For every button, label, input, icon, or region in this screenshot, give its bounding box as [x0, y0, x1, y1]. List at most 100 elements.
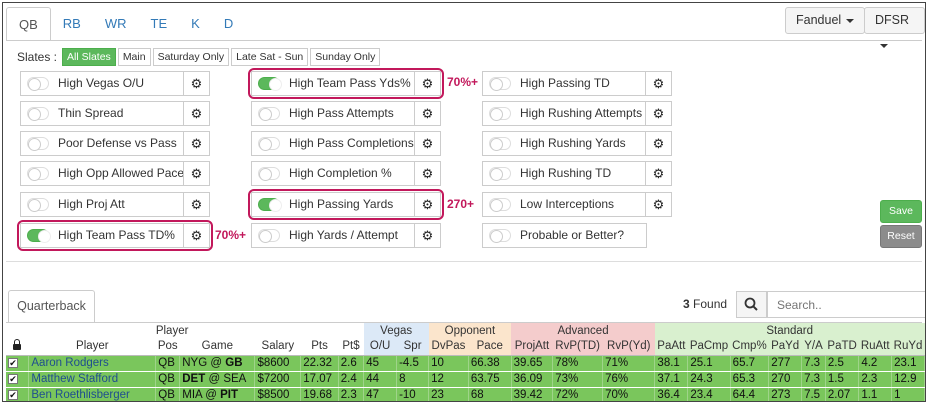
- slate-main-button[interactable]: Main: [117, 47, 151, 66]
- gear-icon[interactable]: ⚙: [183, 102, 209, 125]
- col-cmp-pct[interactable]: Cmp%: [730, 339, 769, 356]
- toggle-switch[interactable]: [258, 167, 280, 181]
- player-name-link[interactable]: Matthew Stafford: [28, 371, 157, 388]
- slate-saturday-button[interactable]: Saturday Only: [152, 47, 230, 66]
- col-projatt[interactable]: ProjAtt: [511, 339, 553, 356]
- toggle-switch[interactable]: [27, 137, 49, 151]
- gear-icon[interactable]: ⚙: [183, 72, 209, 95]
- col-ya[interactable]: Y/A: [801, 339, 826, 356]
- table-row: ✔ Matthew Stafford QB DET @ SEA $7200 17…: [6, 371, 925, 388]
- player-name-link[interactable]: Aaron Rodgers: [28, 355, 157, 372]
- col-pts[interactable]: Pts: [300, 339, 339, 356]
- filter-high-team-pass-td-pct: High Team Pass TD% ⚙: [20, 223, 210, 248]
- col-ou[interactable]: O/U: [363, 339, 397, 356]
- col-paatt[interactable]: PaAtt: [654, 339, 688, 356]
- filter-label: High Team Pass Yds%: [289, 76, 411, 90]
- toggle-switch[interactable]: [489, 137, 511, 151]
- toggle-switch[interactable]: [489, 167, 511, 181]
- col-ruatt[interactable]: RuAtt: [858, 339, 892, 356]
- slate-all-button[interactable]: All Slates: [62, 47, 116, 66]
- gear-icon[interactable]: ⚙: [414, 102, 440, 125]
- toggle-switch[interactable]: [27, 107, 49, 121]
- gear-icon[interactable]: ⚙: [414, 162, 440, 185]
- toggle-switch[interactable]: [258, 107, 280, 121]
- gear-icon[interactable]: ⚙: [414, 224, 440, 247]
- col-pacmp[interactable]: PaCmp: [687, 339, 731, 356]
- panel-tabs-divider: [6, 322, 922, 323]
- toggle-switch[interactable]: [258, 229, 280, 243]
- gear-icon[interactable]: ⚙: [645, 102, 671, 125]
- cell-pts: 17.07: [300, 371, 339, 388]
- toggle-switch[interactable]: [489, 107, 511, 121]
- gear-icon[interactable]: ⚙: [183, 132, 209, 155]
- toggle-switch[interactable]: [258, 198, 282, 212]
- toggle-switch[interactable]: [27, 167, 49, 181]
- col-ruyd[interactable]: RuYd: [891, 339, 925, 356]
- search-button[interactable]: [736, 291, 767, 318]
- cell-ruyd: 23.1: [891, 355, 925, 372]
- save-button[interactable]: Save: [880, 200, 922, 223]
- filter-label: High Opp Allowed Pace: [58, 166, 185, 180]
- check-icon: ✔: [8, 357, 18, 368]
- gear-icon[interactable]: ⚙: [414, 72, 440, 95]
- site-dropdown-label: Fanduel: [796, 13, 842, 27]
- col-patd[interactable]: PaTD: [825, 339, 859, 356]
- col-payd[interactable]: PaYd: [768, 339, 802, 356]
- col-game[interactable]: Game: [179, 339, 255, 356]
- col-salary[interactable]: Salary: [254, 339, 301, 356]
- col-spr[interactable]: Spr: [396, 339, 429, 356]
- filter-label: High Rushing Attempts: [520, 106, 643, 120]
- cell-pace: 66.38: [468, 355, 512, 372]
- col-pace[interactable]: Pace: [468, 339, 512, 356]
- toggle-switch[interactable]: [489, 198, 511, 212]
- toggle-switch[interactable]: [258, 137, 280, 151]
- toggle-switch[interactable]: [27, 229, 51, 243]
- row-checkbox[interactable]: ✔: [6, 371, 30, 388]
- gear-icon[interactable]: ⚙: [183, 224, 209, 247]
- cell-pos: QB: [155, 371, 181, 388]
- gear-icon[interactable]: ⚙: [645, 162, 671, 185]
- col-rvp-td[interactable]: RvP(TD): [552, 339, 603, 356]
- reset-button[interactable]: Reset: [880, 225, 922, 248]
- gear-icon[interactable]: ⚙: [645, 72, 671, 95]
- tab-k[interactable]: K: [191, 16, 200, 31]
- col-dvpas[interactable]: DvPas: [428, 339, 469, 356]
- col-player[interactable]: Player: [28, 339, 156, 356]
- toggle-switch[interactable]: [27, 198, 49, 212]
- cell-ou: 47: [363, 387, 398, 401]
- source-dropdown[interactable]: DFSR: [864, 7, 925, 48]
- tab-wr[interactable]: WR: [104, 16, 127, 31]
- tab-quarterback[interactable]: Quarterback: [8, 290, 95, 323]
- cell-dvpas: 12: [428, 371, 469, 388]
- cell-paatt: 36.4: [654, 387, 689, 401]
- toggle-switch[interactable]: [258, 77, 282, 91]
- toggle-switch[interactable]: [489, 229, 511, 243]
- toggle-switch[interactable]: [27, 77, 49, 91]
- gear-icon[interactable]: ⚙: [183, 193, 209, 216]
- gear-icon[interactable]: ⚙: [414, 132, 440, 155]
- filter-label: High Rushing Yards: [520, 136, 626, 150]
- cell-ruyd: 12.9: [891, 371, 925, 388]
- col-rvp-yd[interactable]: RvP(Yd): [602, 339, 655, 356]
- toggle-switch[interactable]: [489, 77, 511, 91]
- cell-projatt: 39.42: [511, 387, 554, 401]
- gear-icon[interactable]: ⚙: [414, 193, 440, 216]
- tab-rb[interactable]: RB: [62, 16, 81, 31]
- slate-sunday-button[interactable]: Sunday Only: [310, 47, 381, 66]
- tab-d[interactable]: D: [223, 16, 234, 31]
- row-checkbox[interactable]: ✔: [6, 355, 30, 372]
- player-name-link[interactable]: Ben Roethlisberger: [28, 387, 157, 401]
- row-checkbox[interactable]: ✔: [6, 387, 30, 401]
- cell-ou: 44: [363, 371, 398, 388]
- col-pos[interactable]: Pos: [155, 339, 180, 356]
- gear-icon[interactable]: ⚙: [645, 193, 671, 216]
- search-input[interactable]: [767, 291, 925, 318]
- filter-high-pass-completions: High Pass Completions ⚙: [251, 131, 441, 156]
- tab-te[interactable]: TE: [150, 16, 168, 31]
- gear-icon[interactable]: ⚙: [183, 162, 209, 185]
- slate-late-sat-button[interactable]: Late Sat - Sun: [231, 47, 309, 66]
- tab-qb[interactable]: QB: [6, 7, 51, 41]
- site-dropdown[interactable]: Fanduel: [785, 7, 866, 34]
- col-pt-dollar[interactable]: Pt$: [338, 339, 364, 356]
- gear-icon[interactable]: ⚙: [645, 132, 671, 155]
